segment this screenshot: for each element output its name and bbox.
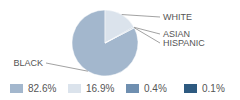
html-text:16.9%: 16.9% bbox=[86, 83, 115, 94]
svg-text:HISPANIC: HISPANIC bbox=[163, 38, 205, 48]
svg-text:BLACK: BLACK bbox=[13, 58, 43, 68]
svg-text:ASIAN: ASIAN bbox=[163, 29, 190, 39]
html-text:0.1%: 0.1% bbox=[202, 83, 225, 94]
html-text:0.4%: 0.4% bbox=[144, 83, 167, 94]
svg-text:WHITE: WHITE bbox=[163, 12, 192, 22]
html-text:82.6%: 82.6% bbox=[28, 83, 57, 94]
